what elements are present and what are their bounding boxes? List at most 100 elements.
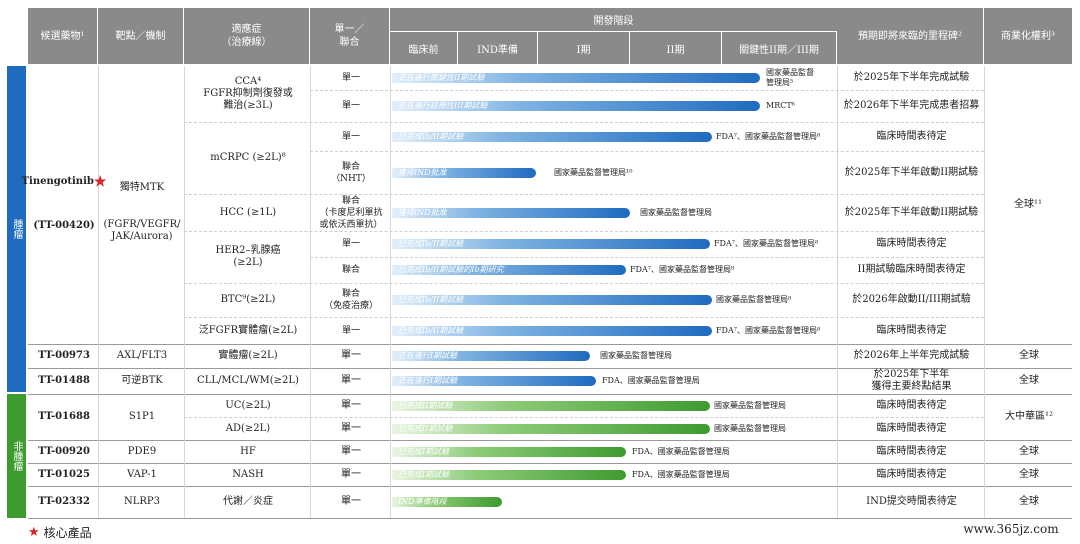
mono-combo-label: 單一 <box>341 422 361 434</box>
progress-bar <box>392 446 626 457</box>
mono-combo-label: 單一 <box>341 131 360 142</box>
mono-combo-label: 聯合 （免疫治療） <box>323 289 378 311</box>
progress-bar <box>392 239 710 249</box>
bar-status-text: 正在進行I期試驗 <box>398 376 458 385</box>
header-phase-2: II期 <box>630 32 722 64</box>
row-divider <box>184 283 984 284</box>
row-divider <box>28 368 1072 369</box>
core-product-star-icon: ★ <box>93 174 107 190</box>
side-label-non-oncology: 非腫瘤 <box>7 394 26 518</box>
header-phase-ind: IND準備 <box>458 32 538 64</box>
row-divider <box>310 151 984 152</box>
milestone-text: 於2025年下半年啟動II期試驗 <box>844 206 979 218</box>
bar-status-text: 已完成Ib/II期試驗 <box>398 295 464 304</box>
bar-status-text: 已完成II期試驗 <box>398 423 453 433</box>
regulator-label: FDA、國家藥品監督管理局 <box>632 469 730 479</box>
regulator-label: 國家藥品監督管理局⁸ <box>716 295 792 304</box>
candidate-code: TT-01688 <box>38 411 90 422</box>
regulator-label: 國家藥品監督管理局 <box>714 423 786 433</box>
mono-combo-label: 單一 <box>341 496 361 507</box>
progress-bar <box>392 167 536 178</box>
bar-status-text: 正在進行註冊性III期試驗 <box>398 101 488 110</box>
regulator-label: 國家藥品監督管理局 <box>714 400 786 410</box>
candidate-code: TT-01488 <box>38 375 90 386</box>
rights-text: 全球 <box>1019 350 1039 361</box>
col-divider <box>310 66 311 518</box>
col-divider <box>390 66 391 518</box>
progress-bar <box>392 207 630 218</box>
indication-label: UC(≥2L) <box>225 399 271 411</box>
mono-combo-label: 單一 <box>341 350 361 361</box>
milestone-text: 臨床時間表待定 <box>876 238 947 249</box>
target-label: 可逆BTK <box>121 375 163 386</box>
row-divider <box>28 463 1072 464</box>
col-divider <box>98 66 99 518</box>
legend-star-icon: ★ <box>28 525 40 540</box>
milestone-text: 於2025年下半年完成試驗 <box>853 72 970 83</box>
mono-combo-label: 單一 <box>341 101 360 111</box>
candidate-code: TT-02332 <box>38 496 90 507</box>
regulator-label: FDA⁷、國家藥品監督管理局⁸ <box>714 239 819 248</box>
regulator-label: 國家藥品監督 管理局⁵ <box>766 68 814 87</box>
candidate-tinengotinib: Tinengotinib ★ <box>22 170 107 194</box>
progress-bar <box>392 400 710 411</box>
row-divider <box>310 90 984 91</box>
header-phase-pivotal: 關鍵性II期／III期 <box>722 32 837 64</box>
rights-text: 全球 <box>1019 468 1039 480</box>
row-divider <box>184 231 984 232</box>
legend: ★ 核心產品 <box>28 524 118 542</box>
watermark: www.365jz.com <box>963 522 1059 536</box>
bar-status-text: 獲得IND批准 <box>398 207 447 217</box>
mono-combo-label: 聯合 （NHT） <box>331 161 371 184</box>
bar-status-text: 已完成II期試驗 <box>398 400 453 410</box>
rights-text: 全球 <box>1019 375 1039 386</box>
regulator-label: FDA⁷、國家藥品監督管理局⁸ <box>716 131 821 141</box>
candidate-code: (TT-00420) <box>33 220 95 231</box>
row-divider <box>28 344 1072 345</box>
candidate-code: TT-01025 <box>38 468 90 480</box>
rights-tinengotinib: 全球¹¹ <box>1013 199 1043 210</box>
bar-status-text: 已完成Ib/II期試驗 <box>398 131 464 141</box>
regulator-label: 國家藥品監督管理局 <box>600 351 672 360</box>
bar-status-text: 正在進行關鍵性II期試驗 <box>398 73 485 82</box>
indication-label: 代謝／炎症 <box>223 496 273 507</box>
mono-combo-label: 聯合 （卡度尼利單抗 或依沃西單抗） <box>319 195 383 230</box>
header-milestone: 預期即將來臨的里程碑² <box>837 8 984 64</box>
target-label: NLRP3 <box>123 496 160 507</box>
milestone-text: 臨床時間表待定 <box>876 445 947 457</box>
regulator-label: FDA⁷、國家藥品監督管理局⁸ <box>630 265 735 274</box>
row-divider <box>28 518 1072 519</box>
header-rights: 商業化權利³ <box>984 8 1072 64</box>
header-indication: 適應症 （治療線） <box>184 8 310 64</box>
bar-status-text: 已完成Ib/II期試驗的Ib期研究 <box>398 265 504 274</box>
mono-combo-label: 單一 <box>341 445 361 457</box>
progress-bar <box>392 73 760 83</box>
bar-status-text: 已完成Ib/II期試驗 <box>398 239 464 248</box>
milestone-text: II期試驗臨床時間表待定 <box>857 264 966 275</box>
milestone-text: 臨床時間表待定 <box>876 130 947 142</box>
milestone-text: 臨床時間表待定 <box>876 324 947 336</box>
progress-bar <box>392 131 712 142</box>
header-phase-title: 開發階段 <box>390 8 837 32</box>
milestone-text: 於2026年上半年完成試驗 <box>853 350 970 361</box>
progress-bar <box>392 295 712 305</box>
mono-combo-label: 聯合 <box>341 265 360 275</box>
candidate-name: Tinengotinib <box>21 176 94 187</box>
row-divider <box>184 317 984 318</box>
side-label-oncology: 腫瘤 <box>7 66 26 392</box>
bar-status-text: 已完成I期試驗 <box>398 446 450 456</box>
indication-label: HF <box>240 445 256 457</box>
target-label: VAP-1 <box>127 468 157 480</box>
indication-label: 實體瘤(≥2L) <box>218 350 278 361</box>
col-divider <box>837 66 838 518</box>
indication-label: HCC (≥1L) <box>219 206 277 218</box>
mono-combo-label: 單一 <box>341 468 361 480</box>
indication-label: CLL/MCL/WM(≥2L) <box>197 375 299 386</box>
progress-bar <box>392 376 596 386</box>
progress-bar <box>392 325 712 336</box>
header-candidate: 候選藥物¹ <box>28 8 98 64</box>
row-divider <box>184 417 984 418</box>
target-mtk: 獨特MTK <box>119 182 165 193</box>
header-target: 靶點／機制 <box>98 8 184 64</box>
rights-text: 全球 <box>1019 445 1039 457</box>
